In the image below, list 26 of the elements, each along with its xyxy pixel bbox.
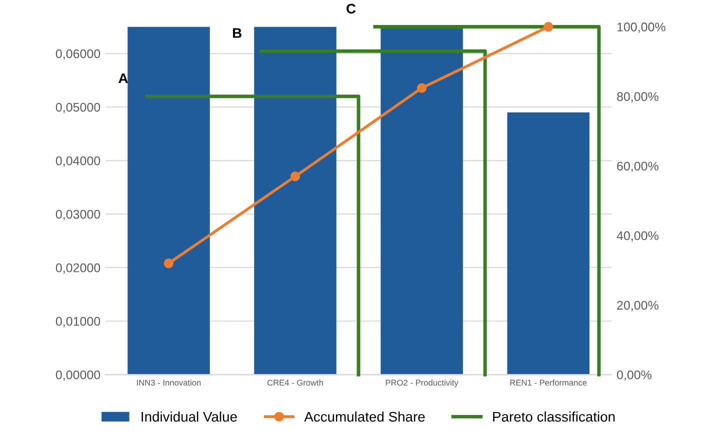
x-tick-label: INN3 - Innovation xyxy=(137,380,201,386)
y2-tick-label: 40,00% xyxy=(616,231,658,242)
y-tick-label: 0,04000 xyxy=(56,156,100,167)
y2-tick-label: 60,00% xyxy=(617,162,658,172)
text: Pareto classification xyxy=(493,411,615,422)
x-tick-label: REN1 - Performance xyxy=(510,380,587,386)
y-tick-label: 0,03000 xyxy=(56,210,100,220)
x-tick-label: CRE4 - Growth xyxy=(267,380,323,386)
y-tick-label: 0,06000 xyxy=(56,49,100,60)
y-tick-label: 0,02000 xyxy=(56,263,100,274)
point xyxy=(416,83,427,93)
y-tick-label: 0,00000 xyxy=(56,370,100,381)
x-tick-label: PRO2 - Productivity xyxy=(386,380,458,388)
point xyxy=(290,171,300,182)
y2-tick-label: 20,00% xyxy=(617,300,658,312)
y2-tick-label: 100,00% xyxy=(617,22,666,33)
legend-label: Individual Value xyxy=(142,411,237,422)
y2-tick-label: 0,00% xyxy=(616,370,652,381)
point xyxy=(543,22,554,32)
point xyxy=(164,258,174,268)
legend-label: Accumulated Share xyxy=(304,411,425,422)
ref-line-label: C xyxy=(346,4,356,14)
y2-tick-label: 80,00% xyxy=(617,92,658,102)
ref-line-label: B xyxy=(233,28,242,38)
y-tick-label: 0,05000 xyxy=(56,102,100,114)
y-tick-label: 0,01000 xyxy=(56,316,100,328)
